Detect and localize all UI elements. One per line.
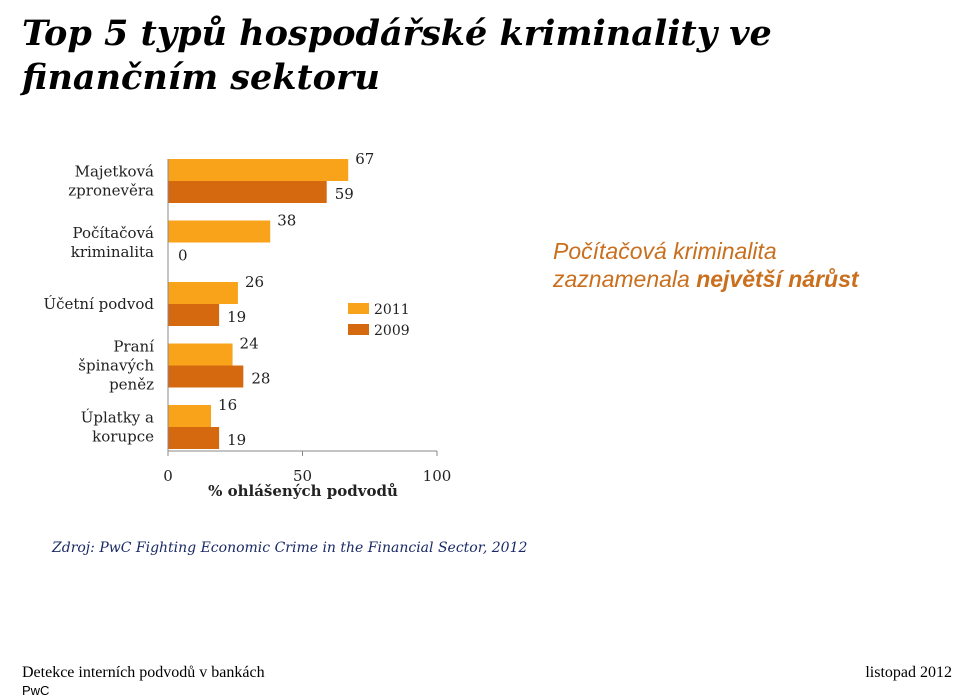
bars	[168, 159, 349, 449]
bar-2011	[168, 220, 271, 243]
bar-2011	[168, 282, 238, 304]
bar-2009	[168, 181, 327, 203]
x-tick-label: 50	[293, 467, 312, 485]
legend-swatch	[348, 324, 369, 335]
legend-swatch	[348, 303, 369, 314]
x-axis: 0 50 100 % ohlášených podvodů	[163, 159, 451, 500]
value-label: 24	[240, 335, 259, 353]
footer-date: listopad 2012	[865, 664, 952, 681]
value-label: 38	[277, 212, 296, 230]
callout-text: Počítačová kriminalita zaznamenala nejvě…	[553, 237, 953, 293]
category-label: Praní špinavých peněz	[78, 338, 154, 394]
value-label: 19	[227, 431, 246, 449]
bar-2009	[168, 427, 220, 449]
value-label: 59	[335, 185, 354, 203]
callout-line-1: Počítačová kriminalita	[553, 238, 777, 264]
value-label: 16	[218, 396, 237, 414]
source-note: Zdroj: PwC Fighting Economic Crime in th…	[52, 540, 528, 556]
value-label: 28	[251, 370, 270, 388]
footer-brand: PwC	[22, 683, 50, 698]
legend-label: 2009	[374, 323, 410, 339]
footer-presentation-title: Detekce interních podvodů v bankách	[22, 664, 265, 681]
legend-label: 2011	[374, 302, 410, 318]
x-axis-label: % ohlášených podvodů	[208, 482, 398, 500]
x-tick-label: 100	[423, 467, 452, 485]
bar-2011	[168, 343, 233, 366]
category-label: Účetní podvod	[43, 295, 154, 313]
value-label: 26	[245, 273, 264, 291]
value-label: 0	[178, 247, 188, 265]
slide-title: Top 5 typů hospodářské kriminality ve fi…	[22, 13, 772, 98]
value-label: 19	[227, 308, 246, 326]
callout-emphasis: největší nárůst	[696, 266, 859, 292]
value-label: 67	[355, 150, 374, 168]
callout-line-2: zaznamenala největší nárůst	[553, 265, 953, 293]
callout-regular: zaznamenala	[553, 266, 697, 292]
category-labels: Majetková zpronevěra Počítačová kriminalita…	[43, 163, 154, 446]
category-label: Počítačová kriminalita	[71, 224, 154, 261]
bar-chart: Majetková zpronevěra Počítačová kriminalita…	[43, 150, 451, 500]
bar-2009	[168, 304, 220, 326]
bar-2009	[168, 365, 244, 388]
category-label: Úplatky a korupce	[81, 409, 154, 446]
x-tick-label: 0	[163, 467, 173, 485]
bar-2011	[168, 159, 349, 181]
category-label: Majetková zpronevěra	[68, 163, 154, 200]
legend: 2011 2009	[348, 302, 410, 339]
bar-2011	[168, 405, 212, 427]
